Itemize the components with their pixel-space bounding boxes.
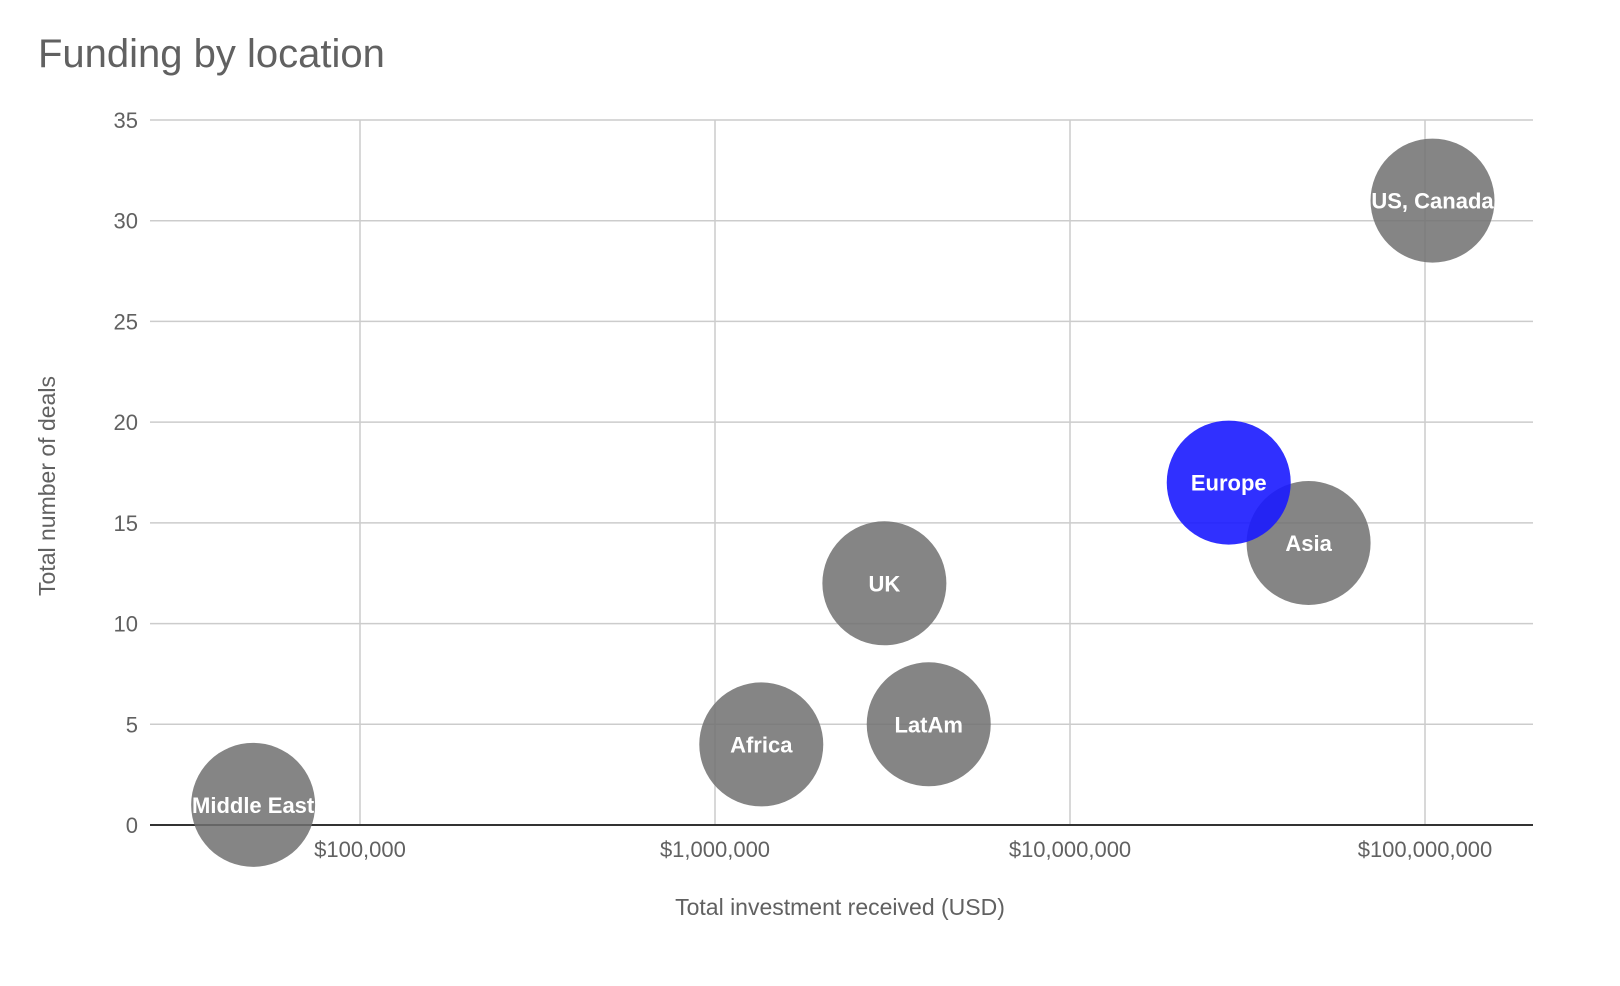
x-axis-label: Total investment received (USD): [675, 894, 1005, 920]
y-tick-label: 20: [114, 410, 138, 435]
bubble-africa[interactable]: [699, 682, 824, 807]
y-tick-label: 30: [114, 209, 138, 234]
bubble-label-asia: Asia: [1285, 531, 1332, 556]
bubble-europe[interactable]: [1166, 420, 1291, 545]
y-tick-label: 0: [126, 813, 138, 838]
x-tick-label: $100,000,000: [1358, 837, 1493, 862]
bubble-label-middle-east: Middle East: [192, 793, 315, 818]
bubble-latam[interactable]: [866, 662, 991, 787]
y-tick-label: 10: [114, 612, 138, 637]
bubble-middle-east[interactable]: [191, 742, 316, 867]
y-tick-label: 35: [114, 108, 138, 133]
bubble-us-canada[interactable]: [1370, 138, 1495, 263]
x-tick-label: $10,000,000: [1009, 837, 1131, 862]
bubbles: Middle East Africa LatAm UK Asia Europe US, Ca…: [191, 138, 1495, 867]
y-tick-label: 15: [114, 511, 138, 536]
bubble-label-us-canada: US, Canada: [1371, 189, 1494, 214]
y-gridlines: [150, 119, 1533, 726]
bubble-label-africa: Africa: [730, 732, 793, 757]
bubble-label-europe: Europe: [1191, 471, 1267, 496]
y-axis-label: Total number of deals: [34, 376, 60, 596]
y-tick-label: 5: [126, 712, 138, 737]
x-tick-label: $1,000,000: [660, 837, 770, 862]
x-tick-label: $100,000: [314, 837, 406, 862]
y-tick-label: 25: [114, 309, 138, 334]
chart-title: Funding by location: [38, 32, 385, 76]
y-tick-labels: 0 5 10 15 20 25 30 35: [114, 108, 138, 838]
bubble-uk[interactable]: [822, 521, 947, 646]
bubble-label-latam: LatAm: [895, 712, 963, 737]
bubble-label-uk: UK: [868, 571, 900, 596]
x-tick-labels: $100,000 $1,000,000 $10,000,000 $100,000,00…: [314, 837, 1492, 862]
